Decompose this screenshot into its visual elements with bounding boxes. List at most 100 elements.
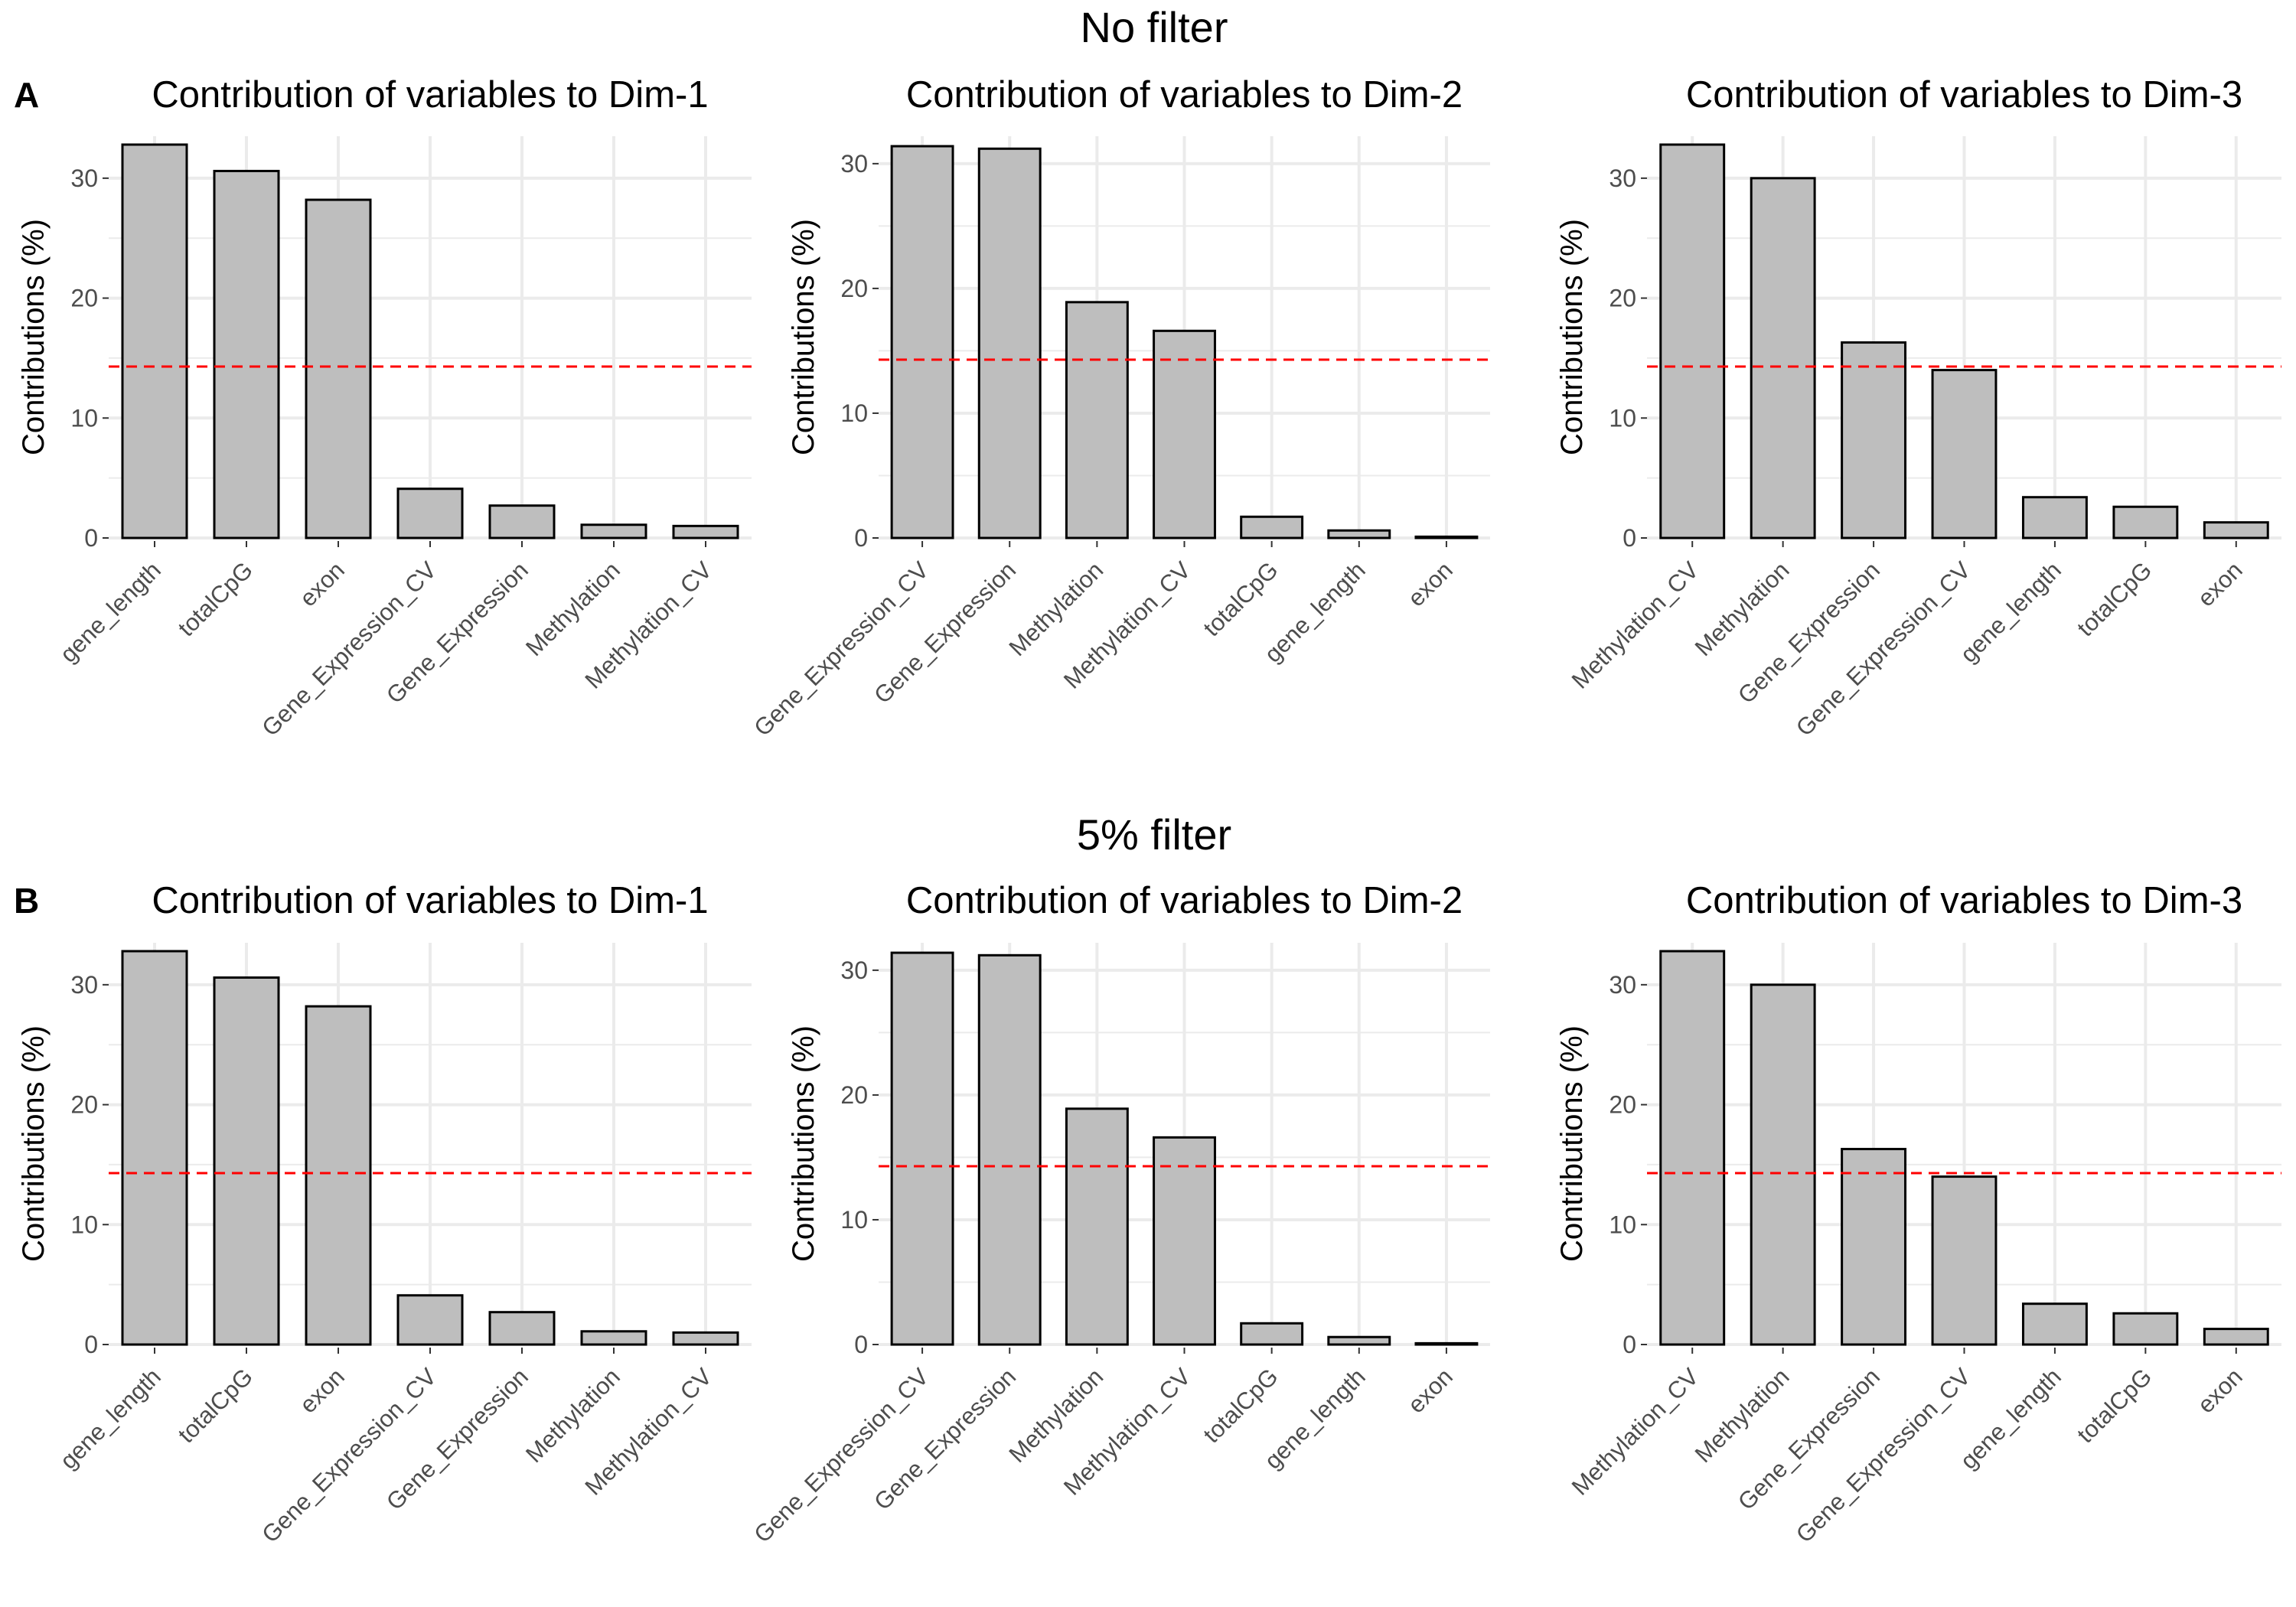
bar [1659,143,1726,539]
x-tick-label: exon [295,556,350,611]
y-tick-label: 20 [70,285,98,312]
bar [1065,1107,1129,1346]
bar [305,198,372,539]
x-tick-label: exon [2192,1363,2247,1418]
x-tick-label: Gene_Expression_CV [1791,1363,1976,1548]
x-tick-label: totalCpG [173,1363,258,1448]
x-tick-label: totalCpG [173,556,258,641]
bar [672,1331,739,1346]
chart-panel: Contribution of variables to Dim-1 0 10 20 3… [17,880,752,1548]
chart-title: Contribution of variables to Dim-3 [1686,880,2242,921]
y-tick-label: 30 [70,165,98,192]
bar [1841,1148,1907,1346]
bar [1750,983,1816,1346]
bar [1153,1136,1216,1346]
y-tick-label: 0 [1623,524,1636,552]
bar [580,523,647,539]
x-tick-label: gene_length [55,1363,166,1474]
bar [1414,1341,1479,1346]
y-axis-label: Contributions (%) [17,1025,51,1262]
x-tick-label: Gene_Expression_CV [748,556,934,742]
x-tick-label: exon [2192,556,2247,611]
bar [1065,301,1129,539]
row-title-5pct-filter: 5% filter [1077,810,1231,859]
y-axis-label: Contributions (%) [787,219,820,455]
y-tick-label: 30 [70,971,98,999]
chart-title: Contribution of variables to Dim-3 [1686,74,2242,116]
bar [1327,529,1391,539]
y-tick-label: 10 [70,1211,98,1238]
y-axis-label: Contributions (%) [17,219,51,455]
bar [488,1311,556,1346]
bar [121,143,188,539]
bar [121,950,188,1346]
bar [213,976,280,1346]
chart-panel: Contribution of variables to Dim-2 0 10 20 3… [748,74,1490,742]
x-tick-label: gene_length [55,556,166,667]
chart-title: Contribution of variables to Dim-2 [906,74,1463,116]
y-tick-label: 20 [1609,285,1636,312]
bar [396,487,464,539]
bar [2112,1312,2179,1346]
bar [305,1005,372,1346]
y-tick-label: 20 [70,1091,98,1119]
bar [977,147,1042,539]
bar [488,504,556,539]
bar [977,953,1042,1346]
row-title-no-filter: No filter [1081,3,1228,51]
y-tick-label: 20 [840,1081,868,1109]
bar [1931,1175,1998,1346]
chart-panel: Contribution of variables to Dim-1 0 10 20 3… [17,74,752,742]
chart-panel: Contribution of variables to Dim-3 0 10 20 3… [1555,880,2281,1548]
bar [580,1330,647,1346]
bar [1750,177,1816,539]
x-tick-label: exon [1403,556,1458,611]
y-tick-label: 10 [840,399,868,427]
bar [1240,515,1304,539]
x-tick-label: Methylation_CV [1567,556,1704,694]
panel-letter-b: B [14,881,39,921]
y-axis-label: Contributions (%) [787,1025,820,1262]
y-tick-label: 10 [1609,1211,1636,1238]
y-tick-label: 0 [854,524,868,552]
bar [890,145,954,539]
bar [213,169,280,539]
chart-title: Contribution of variables to Dim-2 [906,880,1463,921]
bar [2021,1302,2088,1346]
y-tick-label: 0 [854,1331,868,1358]
x-tick-label: Gene_Expression_CV [748,1363,934,1548]
chart-panel: Contribution of variables to Dim-2 0 10 20 3… [748,880,1490,1548]
x-tick-label: Gene_Expression_CV [1791,556,1976,742]
chart-title: Contribution of variables to Dim-1 [152,74,708,116]
x-tick-label: totalCpG [2072,1363,2157,1448]
y-tick-label: 30 [1609,971,1636,999]
bar [1659,950,1726,1346]
bar [1841,341,1907,539]
y-tick-label: 20 [1609,1091,1636,1119]
y-tick-label: 30 [840,957,868,984]
bar [396,1294,464,1346]
x-tick-label: exon [295,1363,350,1418]
bar [672,524,739,539]
y-axis-label: Contributions (%) [1555,219,1589,455]
x-tick-label: totalCpG [1198,556,1283,641]
bar [1931,369,1998,539]
bar [2021,496,2088,539]
y-axis-label: Contributions (%) [1555,1025,1589,1262]
y-tick-label: 0 [1623,1331,1636,1358]
y-tick-label: 0 [84,1331,98,1358]
bar [1153,329,1216,539]
panel-letter-a: A [14,75,39,115]
x-tick-label: Gene_Expression_CV [256,1363,442,1548]
chart-title: Contribution of variables to Dim-1 [152,880,708,921]
x-tick-label: totalCpG [2072,556,2157,641]
y-tick-label: 30 [840,150,868,178]
y-tick-label: 20 [840,275,868,302]
y-tick-label: 30 [1609,165,1636,192]
chart-panel: Contribution of variables to Dim-3 0 10 20 3… [1555,74,2281,742]
bar [1240,1322,1304,1346]
x-tick-label: Methylation_CV [1567,1363,1704,1501]
y-tick-label: 10 [70,404,98,432]
y-tick-label: 10 [840,1206,868,1234]
